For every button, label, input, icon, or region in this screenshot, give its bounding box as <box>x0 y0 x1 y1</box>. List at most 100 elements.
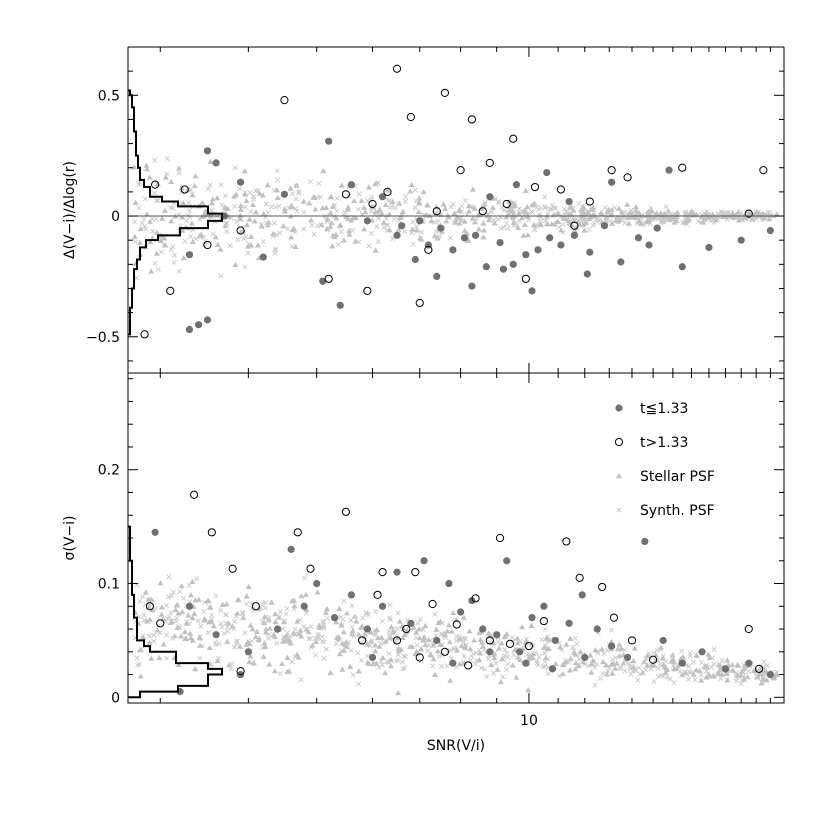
top-synth-psf-point <box>289 191 295 197</box>
bottom-t-high-point <box>524 642 534 651</box>
top-stellar-psf-point <box>175 165 182 171</box>
top-stellar-psf-point <box>627 209 634 215</box>
top-t-high-point <box>502 199 511 209</box>
top-stellar-psf-point <box>395 226 402 232</box>
top-stellar-psf-point <box>585 209 592 215</box>
bottom-stellar-psf-point <box>567 635 574 641</box>
bottom-synth-psf-point <box>376 664 382 670</box>
bottom-synth-psf-point <box>738 681 744 687</box>
top-synth-psf-point <box>458 217 464 223</box>
bottom-t-high-point <box>415 653 424 662</box>
top-synth-psf-point <box>136 205 142 211</box>
top-synth-psf-point <box>488 209 494 215</box>
top-t-low-point <box>449 246 457 254</box>
top-stellar-psf-point <box>558 227 565 233</box>
bottom-stellar-psf-point <box>658 644 665 650</box>
top-stellar-psf-point <box>237 212 244 218</box>
bottom-synth-psf-point <box>686 663 692 669</box>
top-synth-psf-point <box>660 219 666 225</box>
top-stellar-psf-point <box>161 235 168 241</box>
bottom-t-high-point <box>156 619 165 628</box>
bottom-synth-psf-point <box>708 664 714 670</box>
bottom-synth-psf-point <box>612 654 618 661</box>
top-synth-psf-point <box>272 246 278 252</box>
bottom-synth-psf-point <box>402 654 408 660</box>
bottom-stellar-psf-point <box>140 634 147 640</box>
bottom-stellar-psf-point <box>192 666 199 672</box>
bottom-t-high-point <box>428 599 437 609</box>
top-ytick-label: −0.5 <box>86 330 120 346</box>
top-t-high-point <box>415 298 424 308</box>
top-stellar-psf-point <box>162 242 169 248</box>
top-synth-psf-point <box>210 231 216 237</box>
bottom-stellar-psf-point <box>298 593 305 599</box>
bottom-t-low-point <box>330 614 339 622</box>
bottom-stellar-psf-point <box>620 660 627 666</box>
bottom-synth-psf-point <box>622 668 628 674</box>
bottom-synth-psf-point <box>140 594 146 600</box>
bottom-stellar-psf-point <box>314 589 321 595</box>
bottom-synth-psf-point <box>643 667 649 673</box>
bottom-synth-psf-point <box>502 647 508 653</box>
top-t-low-point <box>471 231 480 239</box>
bottom-synth-psf-point <box>545 656 551 662</box>
bottom-synth-psf-point <box>439 652 445 658</box>
bottom-stellar-psf-point <box>734 672 741 678</box>
bottom-stellar-psf-point <box>338 621 345 627</box>
top-stellar-psf-point <box>579 221 586 228</box>
bottom-t-low-point <box>151 528 159 536</box>
top-synth-psf-point <box>528 209 534 215</box>
bottom-stellar-psf-point <box>145 604 152 610</box>
top-stellar-psf-point <box>511 202 518 209</box>
top-stellar-psf-point <box>345 204 352 210</box>
top-stellar-psf-point <box>418 236 425 242</box>
bottom-stellar-psf-point <box>515 654 522 660</box>
bottom-t-high-point <box>306 564 315 573</box>
top-synth-psf-point <box>172 252 178 258</box>
bottom-synth-psf-point <box>356 681 362 687</box>
bottom-t-low-point <box>313 579 321 588</box>
bottom-stellar-psf-point <box>478 639 485 645</box>
bottom-stellar-psf-point <box>592 647 599 653</box>
top-synth-psf-point <box>722 212 728 218</box>
top-stellar-psf-point <box>248 233 255 239</box>
bottom-t-low-point <box>503 557 511 565</box>
top-t-low-point <box>393 231 401 239</box>
top-stellar-psf-point <box>653 210 660 216</box>
bottom-stellar-psf-point <box>280 638 287 644</box>
bottom-stellar-psf-point <box>267 625 274 631</box>
bottom-synth-psf-point <box>229 661 235 667</box>
bottom-synth-psf-point <box>632 666 638 672</box>
top-stellar-psf-point <box>244 243 251 249</box>
bottom-stellar-psf-point <box>189 637 196 643</box>
top-synth-psf-point <box>383 215 389 221</box>
bottom-stellar-psf-point <box>252 633 259 640</box>
top-stellar-psf-point <box>168 218 175 224</box>
top-synth-psf-point <box>294 208 300 214</box>
bottom-stellar-psf-point <box>240 614 247 620</box>
top-synth-psf-point <box>542 194 548 200</box>
top-stellar-psf-point <box>615 205 622 211</box>
top-synth-psf-point <box>242 204 248 210</box>
bottom-t-high-point <box>495 533 505 543</box>
top-stellar-psf-point <box>376 206 383 212</box>
bottom-t-low-point <box>273 625 282 633</box>
top-t-low-point <box>570 231 578 239</box>
top-synth-psf-point <box>260 239 266 245</box>
top-synth-psf-point <box>385 222 391 228</box>
bottom-stellar-psf-point <box>693 652 700 658</box>
top-t-high-point <box>485 158 494 168</box>
bottom-synth-psf-point <box>426 642 432 649</box>
bottom-xlabel: SNR(V/i) <box>427 738 485 754</box>
top-synth-psf-point <box>187 186 193 192</box>
bottom-synth-psf-point <box>298 677 304 683</box>
top-stellar-psf-point <box>415 208 422 215</box>
bottom-stellar-psf-point <box>454 647 461 653</box>
bottom-synth-psf-point <box>280 626 286 632</box>
legend-label: t≦1.33 <box>640 401 688 417</box>
top-stellar-psf-point <box>308 217 315 223</box>
top-stellar-psf-point <box>456 208 463 214</box>
top-synth-psf-point <box>182 238 188 244</box>
bottom-stellar-psf-point <box>158 611 165 617</box>
top-t-low-point <box>665 166 673 174</box>
